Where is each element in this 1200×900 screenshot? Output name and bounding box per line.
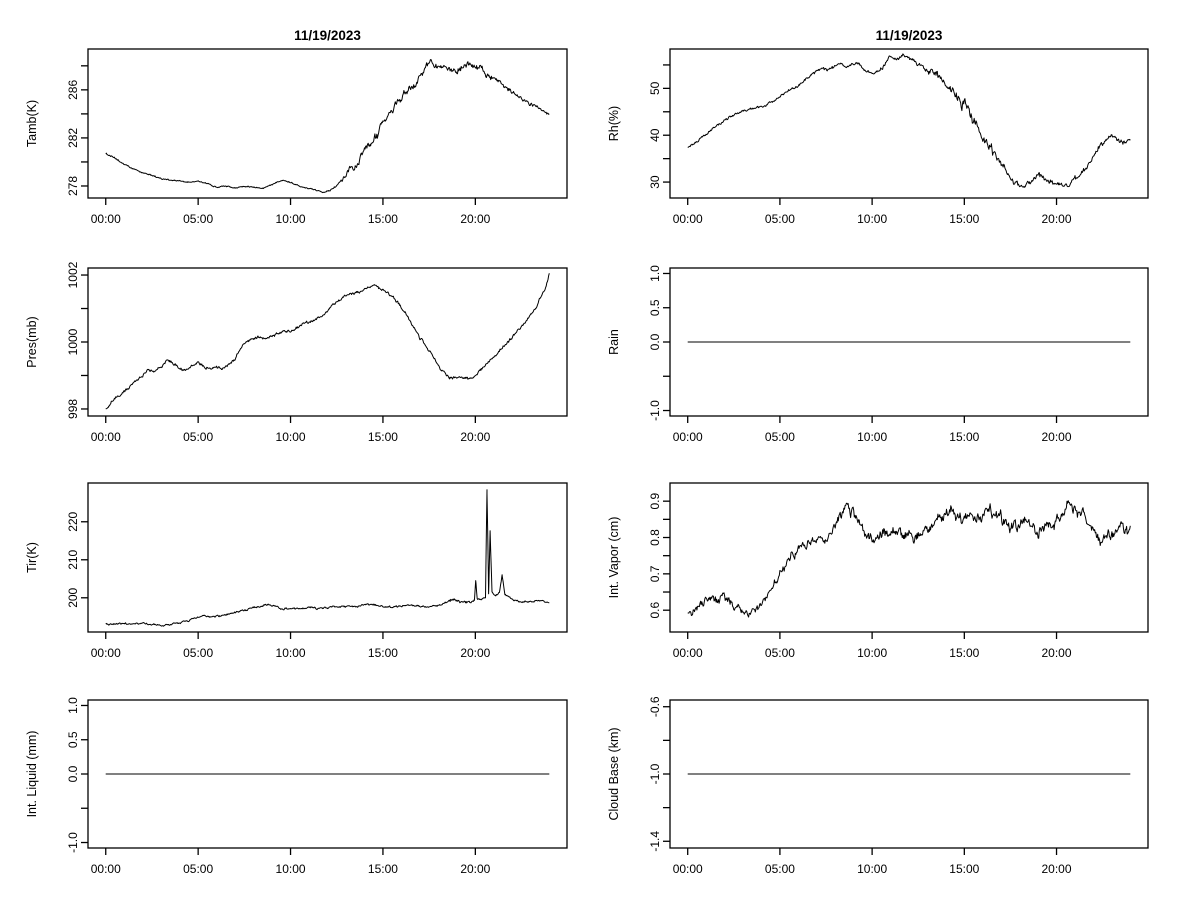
plot-title: 11/19/2023 <box>876 28 943 43</box>
x-tick-label: 05:00 <box>183 646 213 660</box>
y-tick-label: 30 <box>648 175 662 189</box>
x-tick-label: 05:00 <box>183 862 213 876</box>
y-tick-label: 210 <box>66 549 80 569</box>
x-tick-label: 20:00 <box>1042 646 1072 660</box>
y-tick-label: 50 <box>648 81 662 95</box>
y-tick-label: 0.9 <box>648 493 662 510</box>
y-axis-title: Cloud Base (km) <box>607 727 621 820</box>
x-tick-label: 15:00 <box>949 862 979 876</box>
x-tick-label: 00:00 <box>91 212 121 226</box>
x-tick-label: 15:00 <box>368 646 398 660</box>
y-tick-label: 0.6 <box>648 602 662 619</box>
series-line <box>105 59 550 194</box>
y-tick-label: 0.0 <box>648 333 662 350</box>
x-tick-label: 20:00 <box>460 430 490 444</box>
x-tick-label: 00:00 <box>91 430 121 444</box>
x-tick-label: 15:00 <box>949 212 979 226</box>
y-tick-label: 282 <box>66 128 80 148</box>
y-axis-title: Rain <box>607 329 621 355</box>
x-tick-label: 20:00 <box>460 646 490 660</box>
x-tick-label: 20:00 <box>460 862 490 876</box>
y-tick-label: 0.5 <box>66 731 80 748</box>
x-tick-label: 00:00 <box>673 212 703 226</box>
plot-box <box>669 48 1149 199</box>
x-tick-label: 05:00 <box>765 212 795 226</box>
x-tick-label: 10:00 <box>857 430 887 444</box>
panel-liquid: Int. Liquid (mm) 1.0 0.5 0.0 -1.0 00:00 05:00 1… <box>25 697 568 876</box>
y-axis-title: Tir(K) <box>25 542 39 573</box>
panel-cloudbase: Cloud Base (km) -0.6 -1.0 -1.4 00:00 05:00 10:… <box>607 696 1149 876</box>
y-tick-label: 1.0 <box>66 697 80 714</box>
y-tick-label: 286 <box>66 80 80 100</box>
x-tick-label: 10:00 <box>857 212 887 226</box>
x-tick-label: 10:00 <box>857 862 887 876</box>
y-axis-title: Tamb(K) <box>25 100 39 147</box>
y-tick-label: 1000 <box>66 328 80 355</box>
y-tick-label: -0.6 <box>648 696 662 717</box>
y-tick-label: 200 <box>66 587 80 607</box>
y-tick-label: 278 <box>66 176 80 196</box>
x-tick-label: 10:00 <box>857 646 887 660</box>
x-tick-label: 15:00 <box>368 430 398 444</box>
panel-vapor: Int. Vapor (cm) 0.6 0.7 0.8 0.9 00:00 05:00 10:… <box>607 482 1149 660</box>
y-tick-label: 1002 <box>66 261 80 288</box>
x-tick-label: 20:00 <box>1042 862 1072 876</box>
x-tick-label: 15:00 <box>949 430 979 444</box>
x-tick-label: 20:00 <box>460 212 490 226</box>
panel-rain: Rain 1.0 0.5 0.0 -1.0 00:00 05:00 10:00 15:00 20:… <box>607 265 1149 444</box>
plot-title: 11/19/2023 <box>294 28 361 43</box>
y-axis-title: Rh(%) <box>607 106 621 141</box>
x-tick-label: 00:00 <box>673 646 703 660</box>
x-tick-label: 05:00 <box>183 430 213 444</box>
x-tick-label: 00:00 <box>91 862 121 876</box>
y-axis-title: Int. Liquid (mm) <box>25 731 39 818</box>
x-tick-label: 15:00 <box>949 646 979 660</box>
y-tick-label: 0.8 <box>648 529 662 546</box>
x-tick-label: 05:00 <box>765 862 795 876</box>
y-tick-label: 998 <box>66 399 80 419</box>
x-tick-label: 10:00 <box>276 646 306 660</box>
x-tick-label: 00:00 <box>91 646 121 660</box>
x-tick-label: 05:00 <box>765 430 795 444</box>
y-tick-label: 40 <box>648 128 662 142</box>
x-tick-label: 10:00 <box>276 862 306 876</box>
x-tick-label: 10:00 <box>276 430 306 444</box>
plot-box <box>669 482 1149 633</box>
y-tick-label: 0.0 <box>66 765 80 782</box>
y-tick-label: -1.4 <box>648 831 662 852</box>
plot-box <box>87 48 568 199</box>
y-tick-label: -1.0 <box>648 763 662 784</box>
x-tick-label: 15:00 <box>368 212 398 226</box>
series-line <box>105 273 550 410</box>
x-tick-label: 05:00 <box>765 646 795 660</box>
y-axis-title: Pres(mb) <box>25 316 39 367</box>
plot-box <box>87 267 568 417</box>
x-tick-label: 00:00 <box>673 430 703 444</box>
panel-pres: Pres(mb) 998 1000 1002 00:00 05:00 10:00 15:00 2… <box>25 261 568 444</box>
y-tick-label: 0.7 <box>648 565 662 582</box>
x-tick-label: 10:00 <box>276 212 306 226</box>
y-tick-label: 0.5 <box>648 299 662 316</box>
x-tick-label: 15:00 <box>368 862 398 876</box>
series-line <box>687 500 1131 618</box>
series-line <box>687 53 1131 188</box>
panel-tamb: 11/19/2023 Tamb(K) 278 282 286 00:00 05:00 10:0… <box>25 28 568 226</box>
x-tick-label: 20:00 <box>1042 212 1072 226</box>
y-tick-label: -1.0 <box>648 400 662 421</box>
y-axis-title: Int. Vapor (cm) <box>607 517 621 599</box>
panel-tir: Tir(K) 200 210 220 00:00 05:00 10:00 15:00 20:00 <box>25 482 568 660</box>
y-tick-label: 1.0 <box>648 265 662 282</box>
y-tick-label: -1.0 <box>66 832 80 853</box>
x-tick-label: 00:00 <box>673 862 703 876</box>
series-line <box>105 489 550 627</box>
plot-box <box>87 482 568 633</box>
x-tick-label: 05:00 <box>183 212 213 226</box>
panel-rh: 11/19/2023 Rh(%) 30 40 50 00:00 05:00 10:00 15:0… <box>607 28 1149 226</box>
y-tick-label: 220 <box>66 511 80 531</box>
x-tick-label: 20:00 <box>1042 430 1072 444</box>
